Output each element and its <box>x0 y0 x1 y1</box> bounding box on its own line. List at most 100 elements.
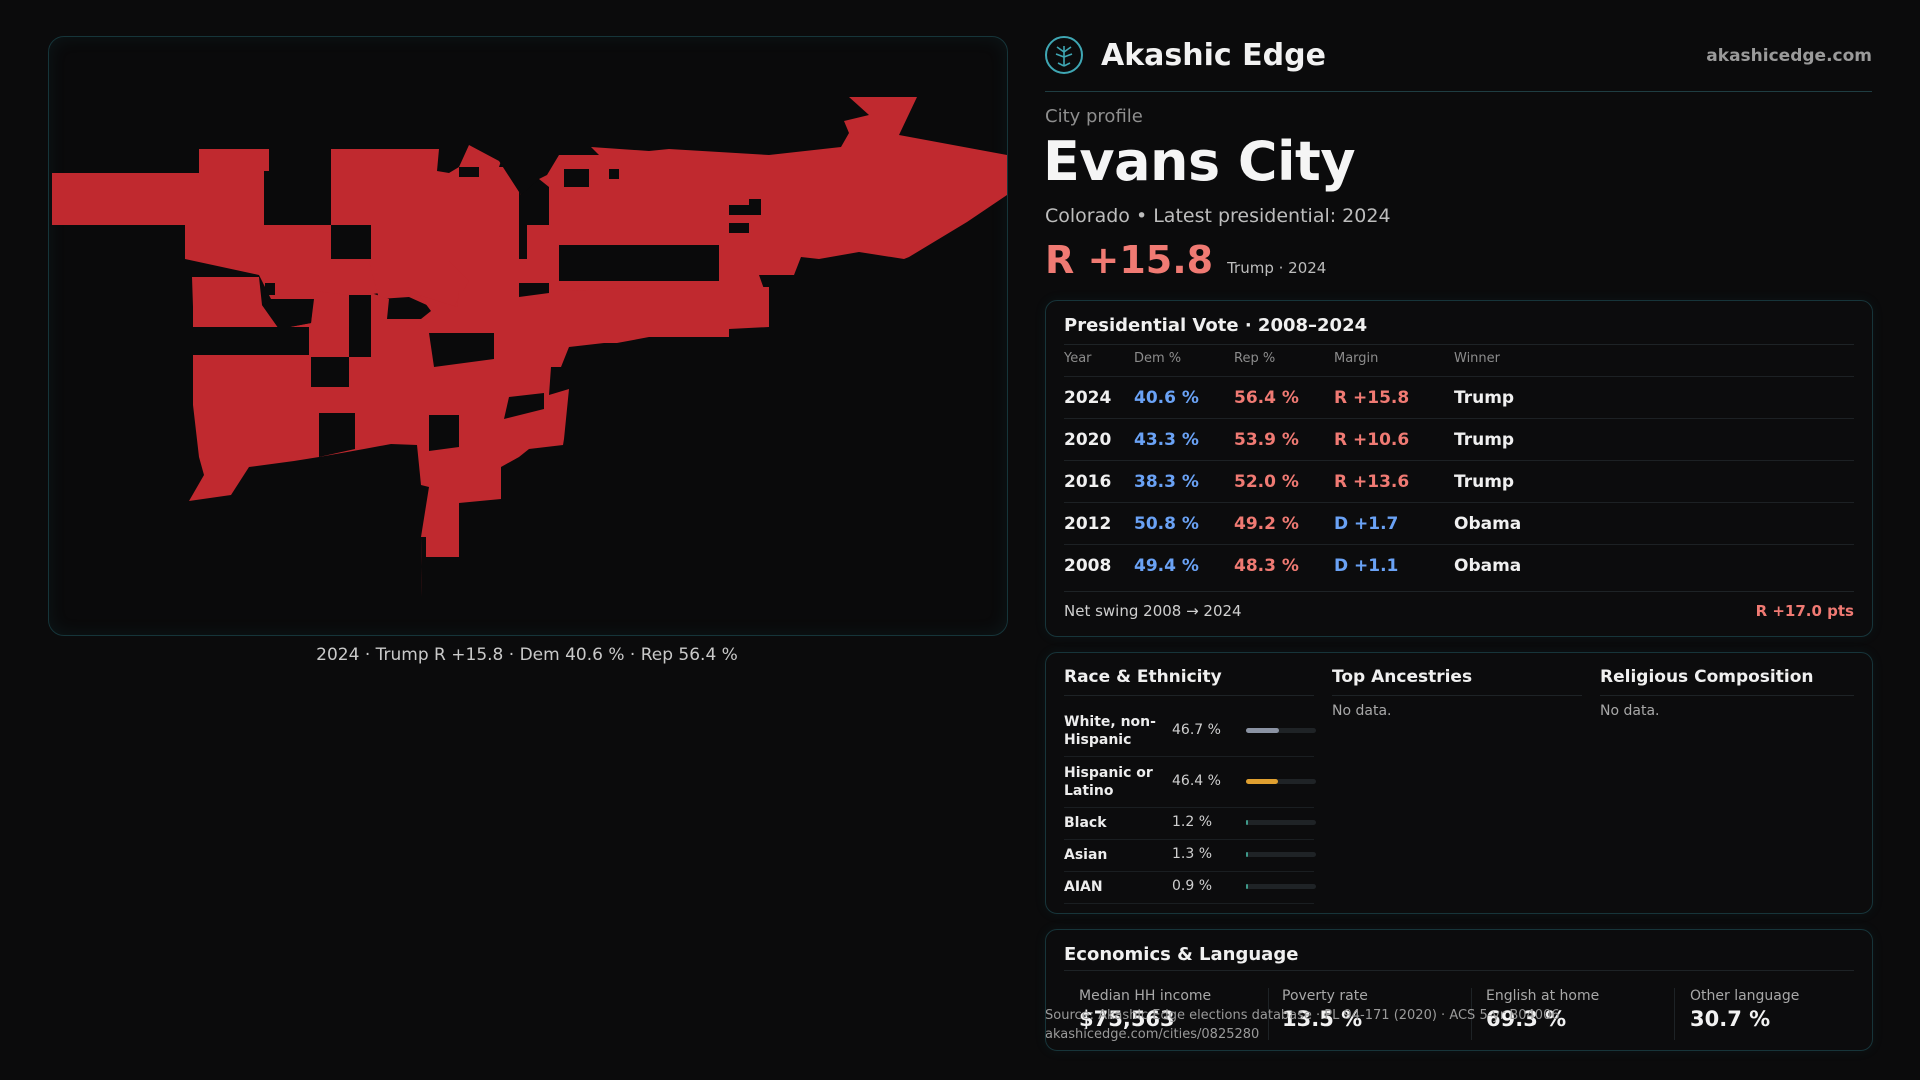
header-winner: Winner <box>1454 351 1501 366</box>
footer: Source: Akashic Edge elections database … <box>1045 1006 1560 1044</box>
map-hole <box>264 171 331 225</box>
vote-margin: R +13.6 <box>1334 472 1410 492</box>
map-hole <box>459 167 479 177</box>
map-hole <box>262 299 314 329</box>
card-divider <box>1332 695 1582 696</box>
vote-table-row: 2008 49.4 % 48.3 % D +1.1 Obama <box>1064 544 1854 586</box>
vote-dem-pct: 43.3 % <box>1134 430 1199 450</box>
vote-rep-pct: 53.9 % <box>1234 430 1299 450</box>
vote-rep-pct: 49.2 % <box>1234 514 1299 534</box>
econ-label: Other language <box>1690 988 1800 1004</box>
race-bar <box>1246 884 1316 889</box>
net-swing-value: R +17.0 pts <box>1755 602 1854 620</box>
vote-year: 2012 <box>1064 514 1112 534</box>
econ-label: Median HH income <box>1079 988 1212 1004</box>
vote-dem-pct: 40.6 % <box>1134 388 1199 408</box>
precinct-shape <box>369 261 469 315</box>
net-swing-label: Net swing 2008 → 2024 <box>1064 602 1242 620</box>
econ-label: Poverty rate <box>1282 988 1368 1004</box>
ancestries-empty: No data. <box>1332 703 1392 719</box>
precinct-map-svg <box>52 97 1007 597</box>
vote-winner: Obama <box>1454 556 1522 576</box>
map-hole <box>349 295 371 357</box>
race-label: White, non-Hispanic <box>1064 713 1156 748</box>
race-bar-fill <box>1246 884 1248 889</box>
headline-result: R +15.8 Trump · 2024 <box>1045 238 1326 282</box>
vote-table-row: 2024 40.6 % 56.4 % R +15.8 Trump <box>1064 376 1854 418</box>
race-row: Hispanic or Latino 46.4 % <box>1064 756 1316 808</box>
map-hole <box>729 223 749 233</box>
map-hole <box>319 413 355 457</box>
map-hole <box>519 283 549 297</box>
religion-empty: No data. <box>1600 703 1660 719</box>
site-link[interactable]: akashicedge.com <box>1706 46 1872 66</box>
vote-margin: D +1.7 <box>1334 514 1399 534</box>
vote-table-title: Presidential Vote · 2008–2024 <box>1064 315 1368 336</box>
headline-margin: R +15.8 <box>1045 238 1214 282</box>
vote-dem-pct: 50.8 % <box>1134 514 1199 534</box>
map-hole <box>609 169 619 179</box>
precinct-map[interactable] <box>48 36 1008 636</box>
econ-divider <box>1674 988 1675 1040</box>
vote-table-row: 2012 50.8 % 49.2 % D +1.7 Obama <box>1064 502 1854 544</box>
race-bar <box>1246 852 1316 857</box>
card-divider <box>1064 695 1314 696</box>
econ-english-at-home: English at home 69.3 % <box>1486 988 1599 1031</box>
race-bar <box>1246 778 1316 784</box>
page-title: Evans City <box>1043 130 1356 193</box>
header-margin: Margin <box>1334 351 1379 366</box>
vote-table-row: 2020 43.3 % 53.9 % R +10.6 Trump <box>1064 418 1854 460</box>
race-label: Asian <box>1064 847 1108 863</box>
econ-value: 69.3 % <box>1486 1007 1567 1031</box>
econ-divider <box>1268 988 1269 1040</box>
econ-value: 13.5 % <box>1282 1007 1363 1031</box>
page-kicker: City profile <box>1045 106 1143 127</box>
header-dem: Dem % <box>1134 351 1182 366</box>
map-caption: 2024 · Trump R +15.8 · Dem 40.6 % · Rep … <box>316 645 738 665</box>
page-subtitle: Colorado • Latest presidential: 2024 <box>1045 205 1391 227</box>
race-row: AIAN 0.9 % <box>1064 871 1316 904</box>
footer-link[interactable]: akashicedge.com/cities/0825280 <box>1045 1027 1260 1042</box>
econ-value: $75,563 <box>1079 1007 1175 1031</box>
econ-label: English at home <box>1486 988 1600 1004</box>
race-label: AIAN <box>1064 879 1103 895</box>
map-hole <box>559 245 719 281</box>
header-year: Year <box>1064 351 1092 366</box>
vote-table-row: 2016 38.3 % 52.0 % R +13.6 Trump <box>1064 460 1854 502</box>
precinct-shape <box>189 277 769 597</box>
religion-title: Religious Composition <box>1600 667 1814 687</box>
vote-year: 2020 <box>1064 430 1112 450</box>
map-hole <box>331 225 371 259</box>
brand[interactable]: Akashic Edge <box>1045 36 1326 74</box>
econ-divider <box>1471 988 1472 1040</box>
footer-source: Source: Akashic Edge elections database … <box>1045 1008 1560 1023</box>
race-pct: 46.7 % <box>1172 721 1221 738</box>
race-pct: 1.3 % <box>1172 846 1213 862</box>
race-label: Hispanic or Latino <box>1064 764 1153 799</box>
race-bar-fill <box>1246 852 1248 857</box>
vote-year: 2008 <box>1064 556 1112 576</box>
map-hole <box>193 327 309 355</box>
map-hole <box>421 537 426 597</box>
vote-margin: D +1.1 <box>1334 556 1399 576</box>
vote-year: 2016 <box>1064 472 1112 492</box>
demographics-card: Race & Ethnicity White, non-Hispanic 46.7… <box>1045 652 1873 914</box>
race-bar <box>1246 820 1316 825</box>
map-hole <box>429 333 494 367</box>
race-row: White, non-Hispanic 46.7 % <box>1064 705 1316 757</box>
ancestries-title: Top Ancestries <box>1332 667 1473 687</box>
presidential-vote-card: Presidential Vote · 2008–2024 Year Dem %… <box>1045 300 1873 637</box>
economics-title: Economics & Language <box>1064 944 1299 965</box>
card-divider <box>1064 591 1854 592</box>
headline-note: Trump · 2024 <box>1227 259 1327 277</box>
vote-dem-pct: 38.3 % <box>1134 472 1199 492</box>
econ-poverty-rate: Poverty rate 13.5 % <box>1282 988 1368 1031</box>
race-bar-fill <box>1246 778 1279 784</box>
map-hole <box>311 357 349 387</box>
econ-value: 30.7 % <box>1690 1007 1771 1031</box>
map-hole <box>265 283 275 295</box>
race-row: Black 1.2 % <box>1064 807 1316 840</box>
card-divider <box>1064 970 1854 971</box>
race-pct: 0.9 % <box>1172 878 1213 894</box>
vote-rep-pct: 52.0 % <box>1234 472 1299 492</box>
